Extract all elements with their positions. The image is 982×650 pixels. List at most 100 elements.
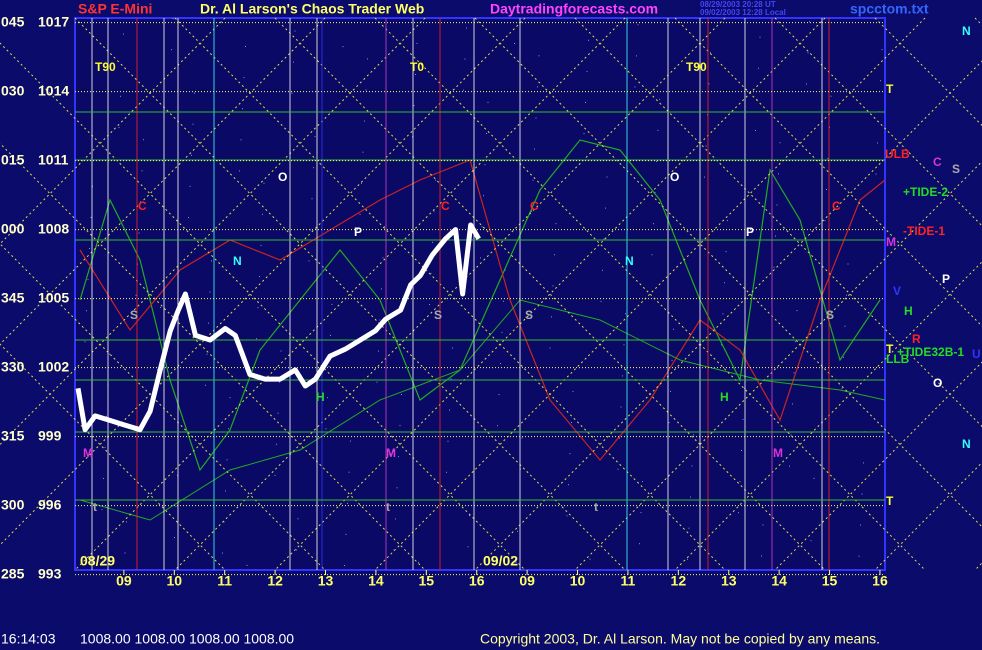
star-dot (481, 226, 483, 228)
star-dot (724, 282, 725, 284)
star-dot (881, 49, 883, 51)
star-dot (293, 61, 294, 63)
annotation: S (952, 162, 960, 176)
star-dot (140, 201, 141, 203)
star-dot (484, 164, 486, 166)
star-dot (549, 347, 551, 349)
star-dot (359, 213, 361, 215)
star-dot (566, 515, 568, 517)
star-dot (452, 347, 453, 349)
y-tick-label: 996 (38, 496, 62, 512)
star-dot (880, 80, 881, 82)
star-dot (795, 341, 796, 343)
star-dot (174, 537, 175, 538)
x-tick-label: 11 (621, 573, 636, 589)
star-dot (691, 465, 693, 467)
annotation: P (942, 272, 950, 286)
annotation: S (434, 308, 442, 322)
copyright: Copyright 2003, Dr. Al Larson. May not b… (480, 631, 880, 647)
star-dot (535, 117, 537, 119)
y-tick-label: 1002 (38, 358, 69, 374)
star-dot (362, 151, 364, 153)
angle-label: 300 (1, 496, 25, 512)
star-dot (310, 229, 311, 231)
star-dot (243, 77, 245, 79)
timestamp: 08/29/2003 20:28 UT (700, 0, 776, 9)
star-dot (449, 409, 450, 411)
lattice-line (874, 461, 982, 571)
overlay-lines (0, 17, 982, 571)
star-dot (378, 350, 379, 352)
x-tick-label: 12 (671, 573, 687, 589)
star-dot (620, 406, 622, 408)
star-dot (279, 381, 280, 383)
star-dot (393, 549, 395, 551)
star-dot (245, 46, 246, 47)
star-dot (418, 561, 419, 563)
star-dot (779, 142, 781, 144)
star-dot (209, 291, 211, 293)
site-title: Dr. Al Larson's Chaos Trader Web (200, 1, 424, 17)
star-dot (89, 248, 90, 249)
star-dot (429, 304, 430, 305)
star-dot (588, 39, 589, 41)
star-dot (807, 52, 809, 54)
annotation: ULB (885, 147, 910, 161)
star-dot (277, 412, 279, 414)
star-dot (830, 95, 832, 97)
star-dot (534, 148, 535, 150)
x-tick-label: 09 (519, 573, 535, 589)
star-dot (330, 335, 331, 336)
star-dot (257, 307, 259, 309)
annotation: T90 (95, 60, 116, 74)
star-dot (361, 182, 362, 184)
date-label: 08/29 (80, 553, 115, 569)
annotation: S (130, 308, 138, 322)
star-dot (688, 527, 690, 529)
annotation: P (746, 225, 754, 239)
star-dot (106, 415, 107, 417)
star-dot (226, 459, 228, 461)
star-dot (399, 425, 401, 427)
star-dot (188, 217, 189, 218)
star-dot (379, 319, 381, 321)
star-dot (755, 130, 756, 131)
star-dot (654, 192, 656, 194)
annotation: C (933, 155, 942, 169)
star-dot (537, 86, 538, 88)
star-dot (722, 313, 724, 315)
star-dot (503, 300, 504, 302)
annotation: M (386, 446, 396, 460)
annotation: H (316, 390, 325, 404)
star-dot (776, 204, 778, 206)
star-dot (847, 263, 849, 265)
star-dot (693, 434, 694, 436)
star-dot (160, 307, 161, 308)
star-dot (827, 157, 829, 159)
star-dot (194, 92, 195, 94)
star-dot (554, 254, 555, 256)
star-dot (863, 462, 864, 464)
star-dot (84, 341, 86, 343)
star-dot (240, 139, 242, 141)
star-dot (450, 378, 452, 380)
star-dot (619, 437, 620, 439)
star-dot (225, 490, 226, 492)
annotation: O (278, 170, 287, 184)
star-dot (259, 276, 260, 277)
star-dot (600, 300, 602, 302)
star-dot (640, 512, 642, 514)
star-dot (126, 521, 127, 523)
star-dot (708, 83, 710, 85)
star-dot (538, 55, 540, 57)
star-dot (806, 83, 807, 85)
star-dot (761, 555, 762, 557)
star-dot (171, 49, 172, 51)
star-dot (622, 375, 623, 377)
annotation: C (530, 199, 539, 213)
star-dot (571, 422, 572, 423)
star-dot (141, 170, 143, 172)
star-dot (466, 27, 467, 29)
star-dot (500, 363, 501, 364)
star-dot (758, 67, 759, 69)
